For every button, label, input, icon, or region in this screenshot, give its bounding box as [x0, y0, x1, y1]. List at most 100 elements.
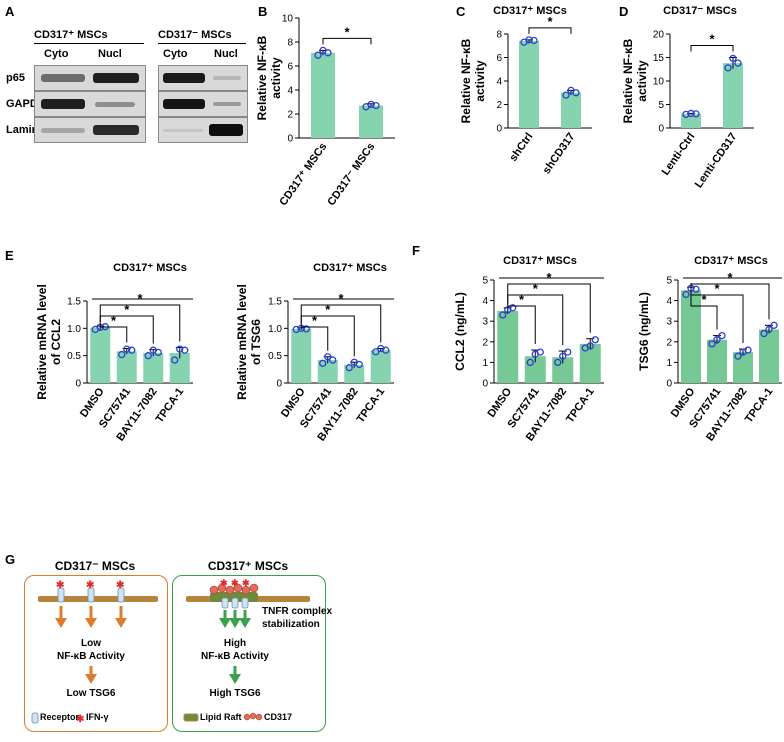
blot-strip-p65-neg — [158, 65, 248, 91]
y-label-C-line2: activity — [473, 60, 487, 102]
raft-legend-icon — [183, 713, 199, 722]
bar-E2-3 — [370, 350, 391, 383]
blot-lane-4: Nucl — [214, 48, 238, 60]
data-point-E2-2-2 — [355, 360, 363, 369]
data-point-E2-3-2 — [382, 346, 390, 354]
y-tick-label-D-3: 15 — [653, 53, 665, 64]
data-point-E1-3-0 — [171, 356, 179, 364]
blot-group-neg: CD317⁻ MSCs — [158, 29, 232, 41]
y-tick-label-D-2: 10 — [653, 77, 665, 88]
blot-group-pos: CD317⁺ MSCs — [34, 29, 108, 41]
ifn-gamma-right: ✱ ✱ ✱ — [220, 578, 250, 588]
sig-star-F2-0: * — [701, 292, 707, 307]
bar-E2-2 — [344, 364, 365, 383]
blot-strip-gapdh-neg — [158, 91, 248, 117]
data-point-F2-3-0 — [760, 329, 768, 338]
sig-star-E1-1: * — [124, 302, 130, 317]
tnfr-line2: stabilization — [262, 619, 320, 630]
sig-bracket-D-0 — [690, 45, 734, 52]
data-point-C-0-1 — [525, 36, 533, 44]
y-tick-label-E1-3: 1.5 — [67, 297, 81, 308]
sig-star-D-0: * — [709, 32, 715, 47]
y-tick-label-B-0: 0 — [287, 134, 293, 145]
sig-star-E1-0: * — [111, 313, 117, 328]
data-point-F1-3-2 — [591, 336, 599, 344]
schematic-left-title: CD317⁻ MSCs — [54, 559, 136, 573]
svg-text:✱: ✱ — [242, 578, 250, 588]
blot-strip-laminb1-neg — [158, 117, 248, 143]
data-point-B-1-2 — [372, 101, 380, 110]
bar-C-0 — [519, 41, 539, 128]
panel-letter-f: F — [412, 243, 420, 258]
panel-letter-e: E — [5, 248, 14, 263]
sig-star-F1-2: * — [546, 270, 552, 285]
sig-star-E1-2: * — [137, 291, 143, 306]
bar-B-0 — [311, 52, 335, 138]
data-point-F2-3-1 — [765, 325, 773, 334]
bar-F1-2 — [552, 357, 574, 383]
data-point-E1-1-1 — [123, 345, 131, 353]
svg-text:✱: ✱ — [231, 578, 239, 588]
left-activity-text: NF-κB Activity — [57, 651, 125, 662]
panel-letter-b: B — [258, 4, 268, 19]
sig-bracket-E1-2 — [99, 304, 181, 342]
y-tick-label-E2-1: 0.5 — [268, 351, 282, 362]
panel-letter-d: D — [619, 4, 629, 19]
data-point-E2-1-1 — [324, 353, 332, 361]
bar-E1-3 — [169, 352, 190, 383]
sig-star-F1-0: * — [519, 292, 525, 307]
blot-strip-p65-pos — [34, 65, 146, 91]
data-point-F2-0-2 — [692, 285, 700, 293]
bar-E1-1 — [116, 351, 137, 383]
y-label-F2: TSG6 (ng/mL) — [637, 292, 651, 371]
data-point-D-0-0 — [682, 110, 690, 119]
green-arrows — [219, 610, 251, 684]
bar-D-1 — [723, 63, 743, 128]
data-point-D-1-0 — [724, 64, 732, 72]
bar-F2-3 — [759, 329, 779, 383]
bar-C-1 — [561, 92, 581, 128]
sig-bracket-F1-0 — [507, 303, 536, 345]
chart-c-title: CD317⁺ MSCs — [493, 5, 567, 17]
y-tick-label-F2-0: 0 — [666, 379, 672, 390]
sig-star-F1-1: * — [533, 281, 539, 296]
y-label-C-line1: Relative NF-κB — [459, 38, 473, 123]
y-tick-label-C-0: 0 — [496, 124, 502, 135]
panel-letter-c: C — [456, 4, 466, 19]
right-activity-text: NF-κB Activity — [201, 651, 269, 662]
panel-letter-a: A — [5, 4, 15, 19]
blot-row-p65: p65 — [6, 72, 25, 84]
receptor-legend-icon — [31, 712, 39, 724]
legend-raft-text: Lipid Raft — [200, 712, 242, 722]
ifn-legend-icon: ✱ — [76, 714, 85, 725]
data-point-D-0-2 — [692, 110, 700, 118]
schematic-right-box — [172, 575, 326, 732]
y-tick-label-C-4: 8 — [496, 30, 502, 41]
sig-bracket-E1-0 — [99, 322, 128, 343]
data-point-C-1-2 — [572, 89, 580, 97]
data-point-F2-3-2 — [770, 321, 778, 329]
bar-F1-1 — [524, 356, 546, 383]
data-point-F1-0-0 — [499, 311, 507, 319]
data-point-D-1-2 — [734, 59, 742, 67]
data-point-F2-1-1 — [713, 336, 721, 344]
sig-star-E2-1: * — [325, 302, 331, 317]
data-point-F2-0-0 — [682, 290, 690, 299]
legend-receptor-text: Receptor — [40, 712, 80, 722]
sig-star-F2-1: * — [714, 281, 720, 296]
chart-d-title: CD317⁻ MSCs — [663, 5, 737, 17]
data-point-D-1-1 — [729, 54, 737, 63]
bar-F2-1 — [707, 339, 727, 383]
y-tick-label-D-0: 0 — [658, 124, 664, 135]
y-tick-label-F2-5: 5 — [666, 276, 672, 287]
blot-strip-gapdh-pos — [34, 91, 146, 117]
y-tick-label-E1-0: 0 — [75, 379, 81, 390]
data-point-F1-1-0 — [526, 358, 534, 367]
y-label-E2-line1: Relative mRNA level — [235, 284, 249, 400]
left-low-text: Low — [81, 638, 101, 649]
y-tick-label-B-5: 10 — [282, 14, 294, 25]
y-tick-label-C-2: 4 — [496, 77, 502, 88]
blot-lane-2: Nucl — [98, 48, 122, 60]
right-high-text: High — [223, 638, 247, 649]
